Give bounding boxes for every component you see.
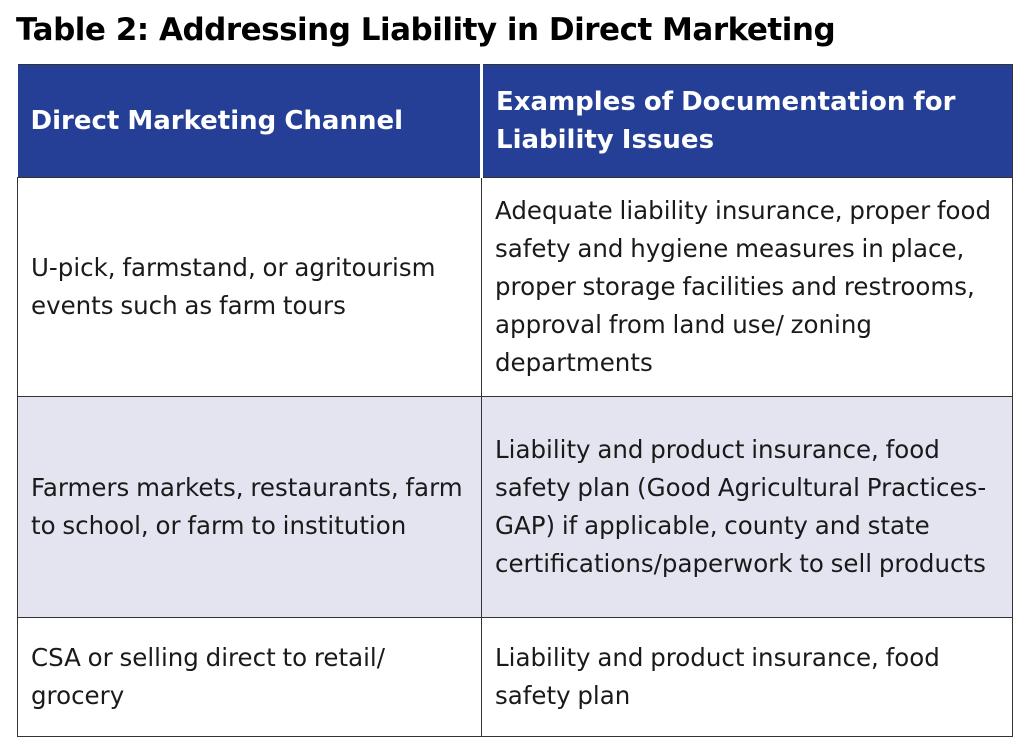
documentation-cell: Liability and product insurance, food sa… — [481, 396, 1013, 618]
column-header-documentation: Examples of Documentation for Liability … — [481, 64, 1013, 178]
table-row: U-pick, farmstand, or agritourism events… — [17, 177, 1013, 397]
channel-cell: CSA or selling direct to retail/ grocery — [17, 617, 482, 737]
channel-cell: U-pick, farmstand, or agritourism events… — [17, 177, 482, 397]
table-row: CSA or selling direct to retail/ grocery… — [17, 617, 1013, 737]
liability-table: Direct Marketing Channel Examples of Doc… — [17, 64, 1013, 737]
documentation-cell: Adequate liability insurance, proper foo… — [481, 177, 1013, 397]
table-title: Table 2: Addressing Liability in Direct … — [16, 12, 836, 48]
documentation-cell: Liability and product insurance, food sa… — [481, 617, 1013, 737]
table-header-row: Direct Marketing Channel Examples of Doc… — [17, 64, 1013, 178]
column-header-channel: Direct Marketing Channel — [17, 64, 483, 178]
table-row: Farmers markets, restaurants, farm to sc… — [17, 396, 1013, 618]
channel-cell: Farmers markets, restaurants, farm to sc… — [17, 396, 482, 618]
